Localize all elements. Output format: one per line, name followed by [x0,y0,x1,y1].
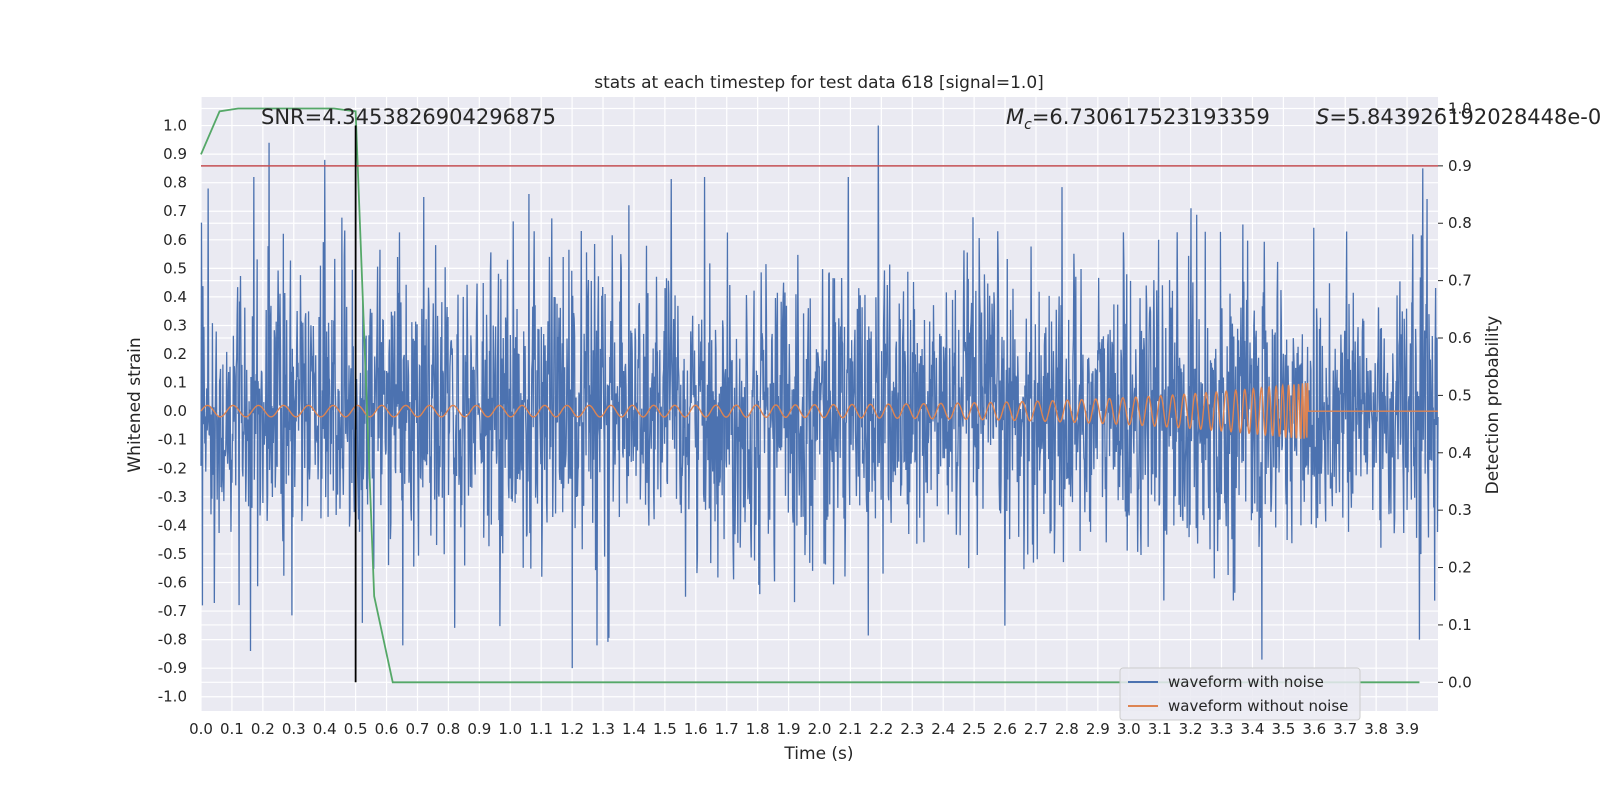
y2-tick-label: 0.0 [1448,673,1472,691]
x-tick-label: 0.3 [282,720,306,738]
x-tick-label: 1.1 [529,720,553,738]
snr-annotation: SNR=4.3453826904296875 [261,105,556,129]
x-tick-label: 3.5 [1271,720,1295,738]
series-detection-probability [200,107,1420,684]
legend-box [1119,667,1361,721]
x-tick-label: 1.0 [498,720,522,738]
chirp-mass-annotation: Mc=6.730617523193359 [1006,105,1270,133]
x-tick-label: 2.4 [931,720,955,738]
y2-tick-label: 0.1 [1448,616,1472,634]
y2-axis-label: Detection probability [1483,316,1503,495]
legend-label-waveform-with-noise: waveform with noise [1168,673,1324,691]
x-tick-label: 0.6 [375,720,399,738]
detection-probability-line [200,107,1420,684]
y-tick-label: -0.3 [158,488,187,506]
x-tick-label: 1.2 [560,720,584,738]
x-tick-label: 3.2 [1179,720,1203,738]
y-tick-label: -0.1 [158,431,187,449]
y-tick-label: 0.3 [163,316,187,334]
y-tick-label: 0.8 [163,174,187,192]
x-tick-label: 2.7 [1024,720,1048,738]
x-tick-label: 1.5 [653,720,677,738]
x-tick-label: 2.9 [1086,720,1110,738]
x-tick-label: 0.9 [467,720,491,738]
x-tick-label: 3.3 [1210,720,1234,738]
chart-title: stats at each timestep for test data 618… [594,73,1044,93]
x-tick-label: 2.1 [838,720,862,738]
y-tick-label: -0.2 [158,459,187,477]
y-tick-label: -0.8 [158,631,187,649]
series-waveform-without-noise [200,382,1438,439]
y-tick-label: 0.2 [163,345,187,363]
s-symbol: S [1316,105,1329,129]
y-tick-label: 1.0 [163,117,187,135]
y-tick-label: 0.6 [163,231,187,249]
x-axis-label: Time (s) [783,744,853,764]
x-tick-label: 1.9 [777,720,801,738]
x-tick-label: 1.6 [684,720,708,738]
y-tick-label: -0.4 [158,516,187,534]
x-tick-label: 3.9 [1395,720,1419,738]
y2-axis-ticks: 0.0 0.1 0.2 0.3 0.4 0.5 0.6 0.7 0.8 0.9 1.0 [1438,99,1472,691]
y-tick-label: 0.5 [163,259,187,277]
y2-tick-label: 0.7 [1448,272,1472,290]
x-tick-label: 3.0 [1117,720,1141,738]
y-tick-label: 0.0 [163,402,187,420]
x-tick-label: 0.0 [189,720,213,738]
x-tick-label: 3.6 [1302,720,1326,738]
x-tick-label: 0.4 [313,720,337,738]
x-tick-label: 3.4 [1241,720,1265,738]
x-tick-label: 1.4 [622,720,646,738]
legend: waveform with noise waveform without noi… [1119,667,1361,721]
x-tick-label: 2.5 [962,720,986,738]
y-tick-label: 0.1 [163,374,187,392]
y2-tick-label: 1.0 [1448,99,1472,117]
y2-tick-label: 0.3 [1448,501,1472,519]
y-tick-label: 0.4 [163,288,187,306]
x-tick-label: 1.7 [715,720,739,738]
y2-tick-label: 0.4 [1448,444,1472,462]
legend-label-waveform-without-noise: waveform without noise [1168,697,1348,715]
y2-tick-label: 0.6 [1448,329,1472,347]
y-axis-label: Whitened strain [125,337,145,472]
y-tick-label: -0.9 [158,659,187,677]
x-tick-label: 0.2 [251,720,275,738]
x-tick-label: 2.2 [869,720,893,738]
x-tick-label: 0.8 [436,720,460,738]
overlays [201,125,1438,683]
x-axis-ticks: 0.0 0.1 0.2 0.3 0.4 0.5 0.6 0.7 0.8 0.9 1.0 1.1 1.2 1… [189,720,1419,738]
x-tick-label: 0.5 [344,720,368,738]
chirp-mass-subscript: c [1024,117,1032,133]
y-tick-label: -1.0 [158,688,187,706]
s-value: =5.843926192028448e-0 [1329,105,1600,129]
y2-tick-label: 0.5 [1448,386,1472,404]
x-tick-label: 3.8 [1364,720,1388,738]
chirp-mass-symbol: M [1006,105,1024,129]
x-tick-label: 0.1 [220,720,244,738]
x-tick-label: 1.3 [591,720,615,738]
s-annotation: S=5.843926192028448e-0 [1316,105,1600,129]
x-tick-label: 3.7 [1333,720,1357,738]
x-tick-label: 1.8 [746,720,770,738]
y-axis-ticks: -1.0 -0.9 -0.8 -0.7 -0.6 -0.5 -0.4 -0.3 -0.2 -0.1… [158,117,187,706]
x-tick-label: 2.8 [1055,720,1079,738]
y2-tick-label: 0.2 [1448,559,1472,577]
y-tick-label: -0.6 [158,573,187,591]
y-tick-label: 0.9 [163,145,187,163]
y-tick-label: 0.7 [163,202,187,220]
y-tick-label: -0.5 [158,545,187,563]
waveform-without-noise-line [200,382,1438,439]
x-tick-label: 2.6 [993,720,1017,738]
x-tick-label: 2.3 [900,720,924,738]
x-tick-label: 3.1 [1148,720,1172,738]
x-tick-label: 0.7 [406,720,430,738]
y2-tick-label: 0.8 [1448,214,1472,232]
x-tick-label: 2.0 [808,720,832,738]
y2-tick-label: 0.9 [1448,157,1472,175]
chirp-mass-value: =6.730617523193359 [1032,105,1270,129]
y-tick-label: -0.7 [158,602,187,620]
